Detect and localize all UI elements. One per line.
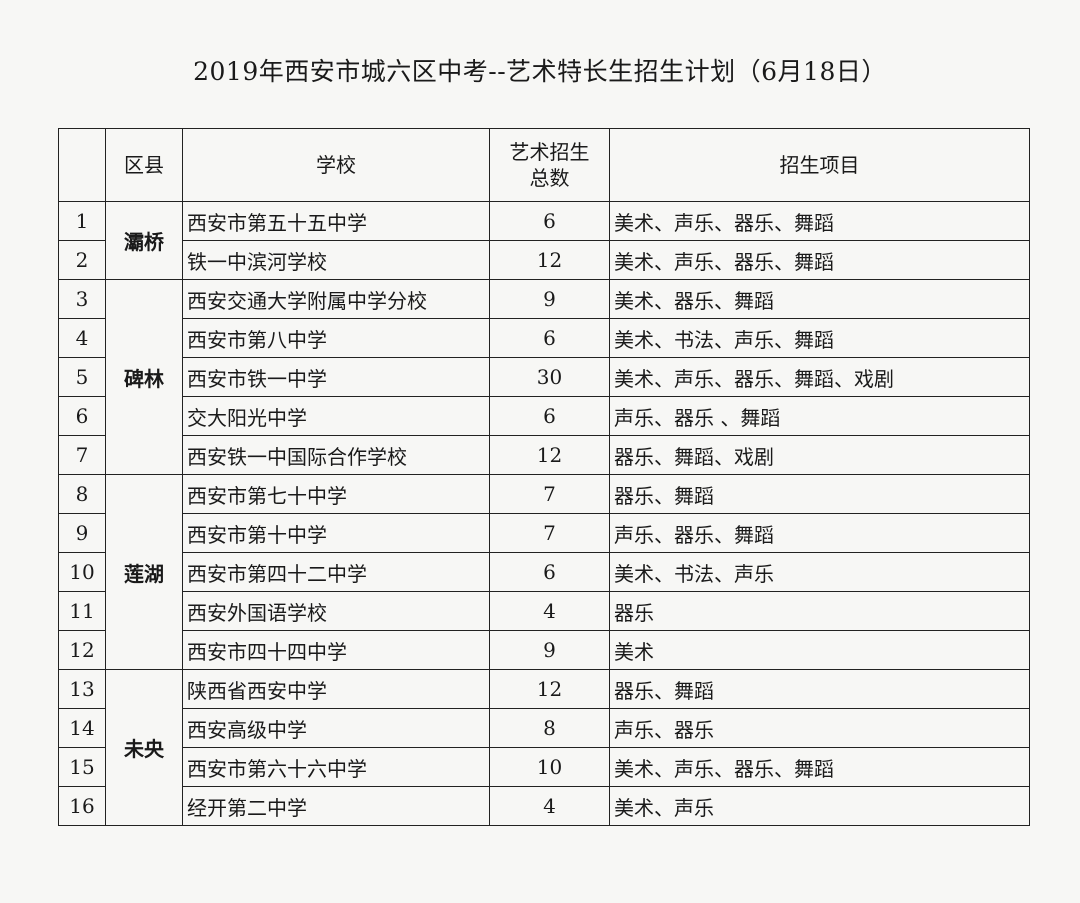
row-number: 8 <box>58 474 106 514</box>
school-name: 西安铁一中国际合作学校 <box>182 435 490 475</box>
row-number: 10 <box>58 552 106 592</box>
row-number: 14 <box>58 708 106 748</box>
table-row: 4 西安市第八中学 6 美术、书法、声乐、舞蹈 <box>58 318 1030 358</box>
school-name: 西安市第六十六中学 <box>182 747 490 787</box>
enrollment-items: 美术、声乐、器乐、舞蹈 <box>609 747 1030 787</box>
enrollment-count: 7 <box>489 513 610 553</box>
row-number: 4 <box>58 318 106 358</box>
school-name: 西安外国语学校 <box>182 591 490 631</box>
enrollment-items: 器乐、舞蹈 <box>609 474 1030 514</box>
enrollment-count: 12 <box>489 435 610 475</box>
header-count: 艺术招生 总数 <box>489 128 610 202</box>
enrollment-count: 4 <box>489 591 610 631</box>
table-row: 6 交大阳光中学 6 声乐、器乐 、舞蹈 <box>58 396 1030 436</box>
table-row: 16 经开第二中学 4 美术、声乐 <box>58 786 1030 826</box>
enrollment-count: 9 <box>489 279 610 319</box>
row-number: 13 <box>58 669 106 709</box>
row-number: 1 <box>58 201 106 241</box>
enrollment-items: 美术、器乐、舞蹈 <box>609 279 1030 319</box>
enrollment-items: 器乐、舞蹈 <box>609 669 1030 709</box>
enrollment-items: 器乐 <box>609 591 1030 631</box>
enrollment-count: 6 <box>489 396 610 436</box>
district-cell: 碑林 <box>105 279 183 475</box>
header-count-line1: 艺术招生 <box>509 140 590 164</box>
row-number: 12 <box>58 630 106 670</box>
school-name: 西安市第七十中学 <box>182 474 490 514</box>
header-items: 招生项目 <box>609 128 1030 202</box>
enrollment-items: 器乐、舞蹈、戏剧 <box>609 435 1030 475</box>
header-num <box>58 128 106 202</box>
row-number: 3 <box>58 279 106 319</box>
table-row: 11 西安外国语学校 4 器乐 <box>58 591 1030 631</box>
school-name: 交大阳光中学 <box>182 396 490 436</box>
enrollment-count: 6 <box>489 201 610 241</box>
table-row: 15 西安市第六十六中学 10 美术、声乐、器乐、舞蹈 <box>58 747 1030 787</box>
district-cell: 莲湖 <box>105 474 183 670</box>
school-name: 经开第二中学 <box>182 786 490 826</box>
enrollment-items: 美术、书法、声乐、舞蹈 <box>609 318 1030 358</box>
enrollment-count: 10 <box>489 747 610 787</box>
row-number: 15 <box>58 747 106 787</box>
school-name: 西安市铁一中学 <box>182 357 490 397</box>
school-name: 西安交通大学附属中学分校 <box>182 279 490 319</box>
school-name: 西安市第四十二中学 <box>182 552 490 592</box>
enrollment-items: 声乐、器乐 <box>609 708 1030 748</box>
enrollment-items: 美术、书法、声乐 <box>609 552 1030 592</box>
enrollment-items: 美术、声乐、器乐、舞蹈 <box>609 201 1030 241</box>
enrollment-table: 区县 学校 艺术招生 总数 招生项目 1 灞桥 西安市第五十五中学 6 美术、声乐、器乐、… <box>58 128 1030 826</box>
document-title: 2019年西安市城六区中考--艺术特长生招生计划（6月18日） <box>193 57 887 86</box>
district-cell: 未央 <box>105 669 183 826</box>
enrollment-items: 美术 <box>609 630 1030 670</box>
enrollment-count: 9 <box>489 630 610 670</box>
enrollment-count: 4 <box>489 786 610 826</box>
school-name: 西安市第五十五中学 <box>182 201 490 241</box>
table-row: 3 碑林 西安交通大学附属中学分校 9 美术、器乐、舞蹈 <box>58 279 1030 475</box>
table-header-row: 区县 学校 艺术招生 总数 招生项目 <box>58 128 1030 202</box>
row-number: 11 <box>58 591 106 631</box>
table-row: 9 西安市第十中学 7 声乐、器乐、舞蹈 <box>58 513 1030 553</box>
row-number: 5 <box>58 357 106 397</box>
school-name: 西安市第十中学 <box>182 513 490 553</box>
school-name: 西安高级中学 <box>182 708 490 748</box>
enrollment-items: 美术、声乐 <box>609 786 1030 826</box>
row-number: 6 <box>58 396 106 436</box>
table-row: 2 铁一中滨河学校 12 美术、声乐、器乐、舞蹈 <box>58 240 1030 280</box>
enrollment-count: 12 <box>489 240 610 280</box>
enrollment-count: 30 <box>489 357 610 397</box>
enrollment-items: 美术、声乐、器乐、舞蹈 <box>609 240 1030 280</box>
row-number: 2 <box>58 240 106 280</box>
table-row: 12 西安市四十四中学 9 美术 <box>58 630 1030 670</box>
enrollment-items: 声乐、器乐、舞蹈 <box>609 513 1030 553</box>
header-count-line2: 总数 <box>529 166 570 190</box>
enrollment-count: 6 <box>489 552 610 592</box>
header-district: 区县 <box>105 128 183 202</box>
district-cell: 灞桥 <box>105 201 183 280</box>
enrollment-count: 6 <box>489 318 610 358</box>
table-row: 13 未央 陕西省西安中学 12 器乐、舞蹈 <box>58 669 1030 826</box>
row-number: 7 <box>58 435 106 475</box>
table-row: 8 莲湖 西安市第七十中学 7 器乐、舞蹈 <box>58 474 1030 670</box>
table-row: 7 西安铁一中国际合作学校 12 器乐、舞蹈、戏剧 <box>58 435 1030 475</box>
table-row: 5 西安市铁一中学 30 美术、声乐、器乐、舞蹈、戏剧 <box>58 357 1030 397</box>
row-number: 16 <box>58 786 106 826</box>
enrollment-items: 美术、声乐、器乐、舞蹈、戏剧 <box>609 357 1030 397</box>
header-school: 学校 <box>182 128 490 202</box>
enrollment-count: 7 <box>489 474 610 514</box>
row-number: 9 <box>58 513 106 553</box>
table-row: 1 灞桥 西安市第五十五中学 6 美术、声乐、器乐、舞蹈 <box>58 201 1030 280</box>
table-row: 14 西安高级中学 8 声乐、器乐 <box>58 708 1030 748</box>
table-row: 10 西安市第四十二中学 6 美术、书法、声乐 <box>58 552 1030 592</box>
school-name: 西安市四十四中学 <box>182 630 490 670</box>
school-name: 铁一中滨河学校 <box>182 240 490 280</box>
enrollment-items: 声乐、器乐 、舞蹈 <box>609 396 1030 436</box>
school-name: 陕西省西安中学 <box>182 669 490 709</box>
enrollment-count: 12 <box>489 669 610 709</box>
enrollment-count: 8 <box>489 708 610 748</box>
school-name: 西安市第八中学 <box>182 318 490 358</box>
